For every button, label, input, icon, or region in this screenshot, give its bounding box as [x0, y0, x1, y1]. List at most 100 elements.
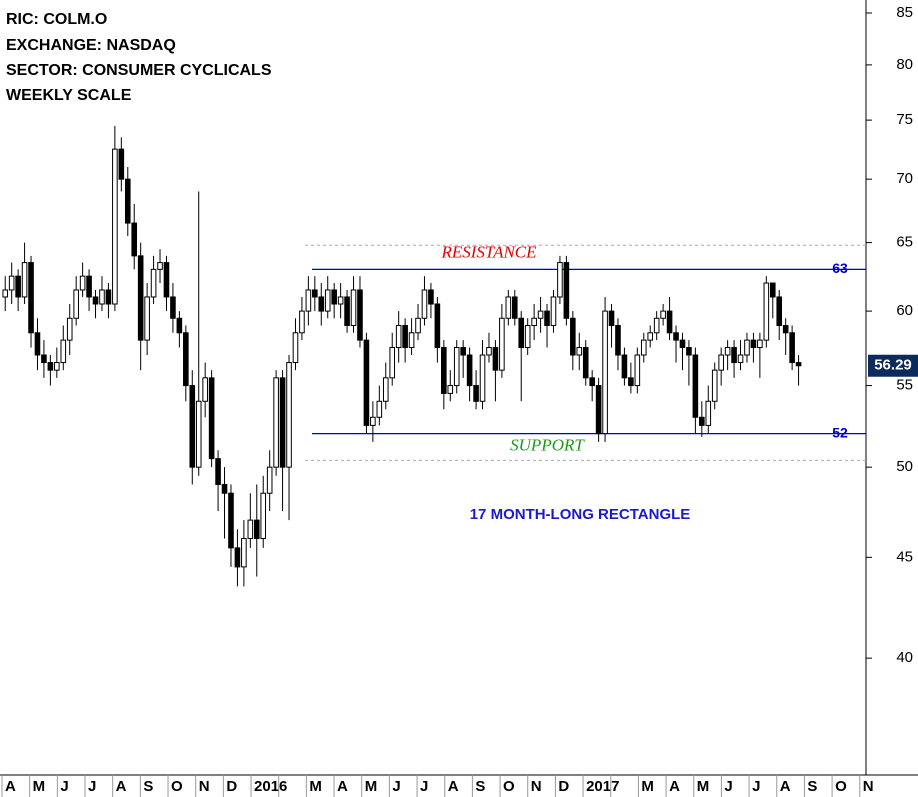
candle-body	[724, 347, 731, 356]
candle-body	[337, 296, 344, 305]
candle-body	[312, 289, 318, 298]
candle-body	[266, 466, 273, 494]
x-tick-label: S	[475, 778, 485, 795]
candle-body	[608, 310, 615, 326]
candle-body	[782, 324, 789, 334]
candle-body	[428, 289, 434, 305]
candle-body	[524, 324, 531, 349]
candle-body	[157, 262, 163, 270]
candle-body	[382, 377, 389, 402]
candle-body	[21, 262, 28, 298]
candle-body	[557, 262, 563, 298]
level-label: RESISTANCE	[440, 242, 537, 261]
candle-body	[647, 332, 654, 341]
candle-body	[660, 310, 666, 319]
candle-body	[692, 354, 699, 418]
candle-body	[363, 339, 370, 426]
candle-body	[357, 289, 363, 341]
last-price-box	[868, 354, 918, 377]
x-tick-label: D	[558, 778, 569, 795]
x-tick-label: S	[807, 778, 817, 795]
x-tick-label: 2017	[586, 778, 619, 795]
candle-body	[686, 347, 692, 356]
candle-body	[234, 547, 241, 568]
candle-body	[466, 354, 473, 387]
x-tick-label: D	[226, 778, 237, 795]
candle-body	[305, 289, 312, 312]
candle-body	[499, 317, 505, 371]
candle-body	[131, 222, 138, 257]
candle-body	[563, 262, 570, 319]
candle-body	[318, 296, 325, 312]
x-tick-label: M	[309, 778, 322, 795]
candle-body	[247, 519, 254, 540]
candle-body	[34, 332, 41, 356]
candle-body	[570, 317, 576, 356]
candle-body	[344, 296, 350, 326]
x-tick-label: A	[5, 778, 16, 795]
x-tick-label: M	[641, 778, 654, 795]
candle-body	[576, 347, 583, 356]
y-tick-label: 65	[896, 234, 913, 251]
candle-body	[447, 385, 454, 394]
candle-body	[170, 296, 176, 319]
candle-body	[479, 354, 486, 402]
candle-body	[699, 416, 705, 426]
x-tick-label: O	[503, 778, 515, 795]
candle-body	[460, 347, 466, 356]
x-tick-label: J	[724, 778, 732, 795]
info-line: WEEKLY SCALE	[6, 87, 132, 104]
candle-body	[208, 377, 215, 460]
x-tick-label: S	[143, 778, 153, 795]
candle-body	[550, 296, 557, 326]
candle-body	[744, 339, 750, 356]
x-tick-label: N	[531, 778, 542, 795]
annotation: 17 MONTH-LONG RECTANGLE	[470, 506, 691, 523]
candle-body	[453, 347, 460, 387]
candle-body	[634, 354, 641, 387]
candle-body	[370, 416, 376, 426]
candle-body	[666, 310, 673, 334]
candle-body	[60, 339, 67, 364]
candle-body	[582, 347, 589, 379]
candle-body	[195, 400, 202, 468]
candle-body	[434, 303, 441, 349]
x-tick-label: J	[88, 778, 96, 795]
candle-body	[653, 317, 660, 334]
candle-body	[183, 332, 189, 387]
y-tick-label: 75	[896, 111, 913, 128]
candle-body	[124, 178, 131, 224]
candle-body	[253, 519, 260, 540]
candle-body	[299, 310, 305, 334]
candle-body	[376, 400, 383, 418]
candle-body	[28, 262, 34, 334]
candle-body	[163, 262, 170, 298]
x-tick-label: O	[835, 778, 847, 795]
candle-body	[750, 339, 757, 349]
candle-body	[711, 369, 718, 402]
x-tick-label: J	[752, 778, 760, 795]
x-tick-label: M	[697, 778, 710, 795]
candle-body	[241, 538, 247, 568]
info-line: SECTOR: CONSUMER CYCLICALS	[6, 62, 272, 79]
candle-body	[66, 317, 73, 341]
level-value: 63	[832, 260, 848, 276]
candle-body	[776, 296, 783, 326]
candle-body	[441, 347, 447, 394]
candle-body	[505, 296, 512, 319]
candle-body	[105, 289, 112, 305]
candle-body	[531, 317, 537, 326]
candle-body	[389, 347, 396, 379]
candle-body	[331, 289, 337, 305]
candle-body	[99, 289, 105, 305]
candle-body	[292, 332, 299, 364]
candle-body	[705, 400, 712, 426]
candle-body	[41, 354, 47, 364]
candle-body	[621, 354, 628, 379]
y-tick-label: 50	[896, 458, 913, 475]
candle-body	[537, 310, 544, 319]
candle-body	[112, 148, 118, 305]
x-tick-label: O	[171, 778, 183, 795]
